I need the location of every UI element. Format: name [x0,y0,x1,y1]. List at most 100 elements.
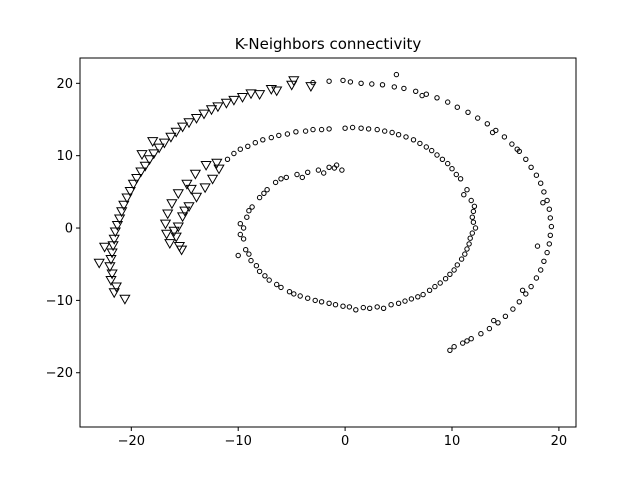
triangle-point [265,85,277,95]
triangle-point [190,192,203,203]
circle-point [528,283,534,290]
circle-point [274,281,280,288]
triangle-point [93,258,105,269]
circle-point [546,241,552,247]
circle-point [509,141,515,147]
triangle-point [159,219,172,230]
circle-point [538,180,544,186]
circle-point [339,167,345,173]
circle-point [243,247,249,253]
triangle-point [119,294,131,305]
circle-point [451,344,457,350]
triangle-point [199,183,211,194]
chart-title: K-Neighbors connectivity [235,35,422,53]
circle-point [379,82,386,88]
y-tick-label: −20 [46,366,73,381]
triangle-point [162,209,174,220]
triangle-point [245,89,257,100]
circle-point [389,129,395,136]
circle-point [540,200,546,206]
triangle-point [253,90,266,101]
circle-point [268,134,274,141]
circle-point [454,104,460,110]
triangle-point [220,98,233,109]
circle-point [469,230,475,236]
circle-point [231,150,237,157]
triangle-point [200,161,212,171]
triangle-point [113,214,126,225]
circle-point [484,121,490,127]
circle-point [240,236,247,242]
triangle-point [172,189,184,200]
circle-point [466,241,472,247]
circle-point [445,99,451,105]
circle-point [491,317,497,324]
circle-point [489,129,496,136]
circle-point [514,146,520,152]
x-tick-label: −20 [118,434,145,449]
circle-point [546,206,552,212]
circle-point [245,143,251,150]
circle-point [332,302,339,308]
circle-point [423,144,429,150]
triangle-point [116,207,128,218]
circle-point [457,176,464,182]
triangle-point [286,80,298,91]
circle-point [547,232,553,239]
circle-point [315,167,322,173]
circle-point [318,126,325,133]
triangle-point [198,109,210,120]
circle-point [318,299,325,305]
circle-point [467,235,473,241]
triangle-point [136,150,148,161]
plot-frame [79,57,577,428]
circle-point [437,280,443,286]
circle-point [470,219,477,225]
circle-point [369,81,375,87]
circle-point [502,313,509,319]
circle-point [528,164,534,171]
triangle-point [153,143,165,154]
triangle-point [211,158,223,169]
circle-point [461,192,467,198]
circle-point [246,251,252,257]
circle-point [395,300,402,306]
triangle-point [98,242,111,253]
triangle-point [121,193,133,204]
circle-point [434,95,440,101]
circle-point [382,128,388,134]
circle-point [256,268,263,275]
circle-point [365,126,372,132]
circle-point [544,249,550,256]
circle-point [286,289,293,295]
circle-point [447,271,453,277]
circle-point [434,152,440,158]
circle-point [235,252,241,259]
circle-point [358,125,364,131]
triangle-point [170,232,182,243]
x-tick-label: 20 [551,434,568,449]
circle-point [475,115,481,121]
circle-point [284,131,291,137]
circle-point [460,340,466,346]
circle-point [478,331,484,337]
circle-point [419,92,425,99]
triangle-point [185,184,197,195]
circle-point [403,134,409,140]
circle-point [347,79,354,85]
triangle-point [189,169,202,180]
circle-point [470,208,477,215]
y-tick-label: −10 [46,294,73,309]
circle-point [333,162,340,168]
triangle-point [107,241,119,252]
triangle-point [176,212,189,223]
circle-point [541,189,547,195]
triangle-point [213,164,225,175]
circle-point [256,194,263,201]
triangle-point [148,149,160,160]
circle-point [374,126,380,133]
circle-point [472,225,479,231]
circle-point [278,176,284,182]
circle-point [283,174,289,181]
